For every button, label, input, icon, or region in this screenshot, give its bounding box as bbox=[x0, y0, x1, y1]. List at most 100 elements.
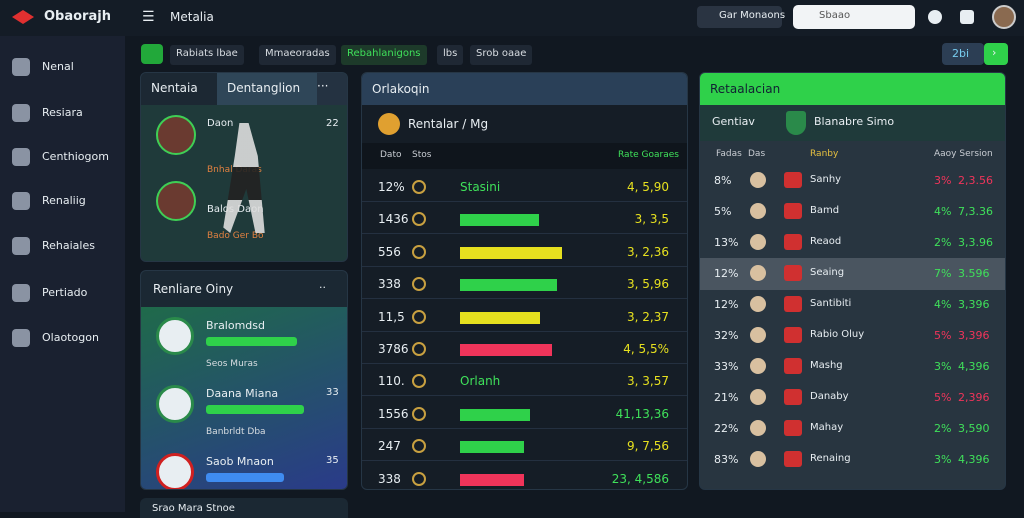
row-avatar bbox=[750, 451, 766, 467]
row-icon bbox=[412, 309, 426, 324]
row-avatar bbox=[750, 389, 766, 405]
apps[interactable] bbox=[960, 10, 974, 24]
club-name: Daana Miana bbox=[206, 387, 279, 400]
menu-button[interactable]: ☰ bbox=[142, 9, 155, 25]
row-text: Stasini bbox=[460, 180, 501, 194]
row-change: 4% bbox=[934, 205, 952, 218]
sidebar-icon bbox=[12, 192, 30, 210]
brand: Obaorajh bbox=[44, 9, 111, 24]
club-value: 35 bbox=[326, 455, 339, 466]
column-header: Rate Goaraes bbox=[618, 150, 679, 160]
sidebar-item[interactable]: Centhiogom bbox=[42, 150, 109, 163]
column-header: Dato bbox=[380, 150, 402, 160]
row-divider bbox=[362, 330, 687, 332]
row-team: Sanhy bbox=[810, 174, 842, 185]
club-name: Saob Mnaon bbox=[206, 455, 274, 468]
sidebar-item[interactable]: Olaotogon bbox=[42, 331, 99, 344]
club-bar bbox=[206, 405, 304, 414]
more[interactable]: ·· bbox=[319, 281, 326, 294]
next-button[interactable]: › bbox=[984, 43, 1008, 65]
row-pos: 5% bbox=[714, 205, 732, 218]
row-label: 556 bbox=[378, 244, 401, 259]
toolbar-tab[interactable]: Mmaeoradas bbox=[259, 45, 336, 65]
row-avatar bbox=[750, 296, 766, 312]
panel-header bbox=[700, 73, 1005, 105]
row-divider bbox=[362, 298, 687, 300]
logo bbox=[12, 10, 34, 24]
toolbar-tab[interactable]: lbs bbox=[437, 45, 464, 65]
row-label: 1556 bbox=[378, 406, 409, 421]
row-pos: 32% bbox=[714, 329, 739, 342]
avatar[interactable] bbox=[992, 5, 1016, 29]
row-change: 3% bbox=[934, 453, 952, 466]
row-icon bbox=[412, 374, 426, 389]
toolbar-tab[interactable]: Rebahlanigons bbox=[341, 45, 427, 65]
row-avatar bbox=[750, 327, 766, 343]
row-pos: 33% bbox=[714, 360, 739, 373]
sidebar-item[interactable]: Pertiado bbox=[42, 286, 88, 299]
tab[interactable]: Gentiav bbox=[712, 115, 755, 128]
row-score: 4, 5,90 bbox=[627, 180, 669, 194]
sidebar-item[interactable]: Renaliig bbox=[42, 194, 86, 207]
search-input[interactable]: Sbaao bbox=[793, 5, 915, 29]
row-label: 247 bbox=[378, 439, 401, 454]
table-panel: Retaalacian Gentiav Blanabre Simo Fadas Das R… bbox=[699, 72, 1006, 490]
row-score: 4, 5,5% bbox=[623, 342, 669, 356]
row-team: Santibiti bbox=[810, 298, 852, 309]
crest bbox=[786, 111, 806, 135]
tab[interactable]: Blanabre Simo bbox=[814, 115, 895, 128]
sidebar-icon bbox=[12, 237, 30, 255]
row-label: 11,5 bbox=[378, 309, 405, 324]
row-bar bbox=[460, 214, 540, 227]
toolbar-icon[interactable] bbox=[141, 44, 163, 64]
row-label: 3786 bbox=[378, 342, 409, 356]
row-bar bbox=[460, 344, 553, 356]
toolbar-button[interactable]: 2bi bbox=[942, 43, 984, 65]
row-icon bbox=[412, 342, 426, 356]
sidebar-item[interactable]: Resiara bbox=[42, 106, 83, 119]
tab[interactable]: Dentanglion bbox=[217, 73, 317, 105]
sidebar-item[interactable]: Rehaiales bbox=[42, 239, 95, 252]
row-divider bbox=[362, 201, 687, 202]
row-bar bbox=[460, 408, 531, 421]
sidebar-icon bbox=[12, 329, 30, 347]
toolbar-tab[interactable]: Srob oaae bbox=[470, 45, 533, 65]
row-score: 3,590 bbox=[958, 422, 990, 435]
clubs-panel: Renliare Oiny ·· Bralomdsd Seos Muras Daana … bbox=[140, 270, 348, 490]
row-score: 3, 5,96 bbox=[627, 277, 669, 292]
column-header: Ranby bbox=[810, 149, 839, 159]
tab[interactable]: Nentaia bbox=[141, 73, 217, 105]
column-header-row bbox=[362, 143, 687, 169]
sidebar-item[interactable]: Nenal bbox=[42, 60, 74, 73]
row-score: 4,396 bbox=[958, 360, 990, 373]
row-avatar bbox=[750, 203, 766, 219]
row-score: 41,13,36 bbox=[615, 406, 669, 421]
search-button[interactable]: Gar Monaons bbox=[697, 6, 785, 28]
row-icon bbox=[412, 471, 426, 486]
row-icon bbox=[412, 277, 426, 292]
more[interactable]: ··· bbox=[317, 79, 329, 93]
row-bar bbox=[460, 473, 524, 486]
row-change: 3% bbox=[934, 360, 952, 373]
section: Metalia bbox=[170, 10, 214, 24]
notification[interactable] bbox=[928, 10, 942, 24]
sidebar-icon bbox=[12, 104, 30, 122]
panel-title: Renliare Oiny bbox=[153, 282, 234, 296]
row-pos: 13% bbox=[714, 236, 739, 249]
row-avatar bbox=[750, 420, 766, 436]
row-label: 12% bbox=[378, 180, 405, 194]
subheader bbox=[700, 105, 1005, 141]
row-team: Bamd bbox=[810, 205, 840, 216]
panel-title: Orlakoqin bbox=[372, 82, 430, 96]
player-avatar bbox=[156, 115, 196, 155]
toolbar-tab[interactable]: Rabiats lbae bbox=[170, 45, 244, 65]
row-flag bbox=[784, 389, 802, 405]
row-divider bbox=[362, 395, 687, 397]
column-header: Das bbox=[748, 149, 766, 159]
row-team: Renaing bbox=[810, 453, 851, 464]
player-note: Bado Ger Bo bbox=[207, 231, 264, 241]
club-note: Seos Muras bbox=[206, 359, 258, 369]
row-pos: 8% bbox=[714, 174, 732, 187]
